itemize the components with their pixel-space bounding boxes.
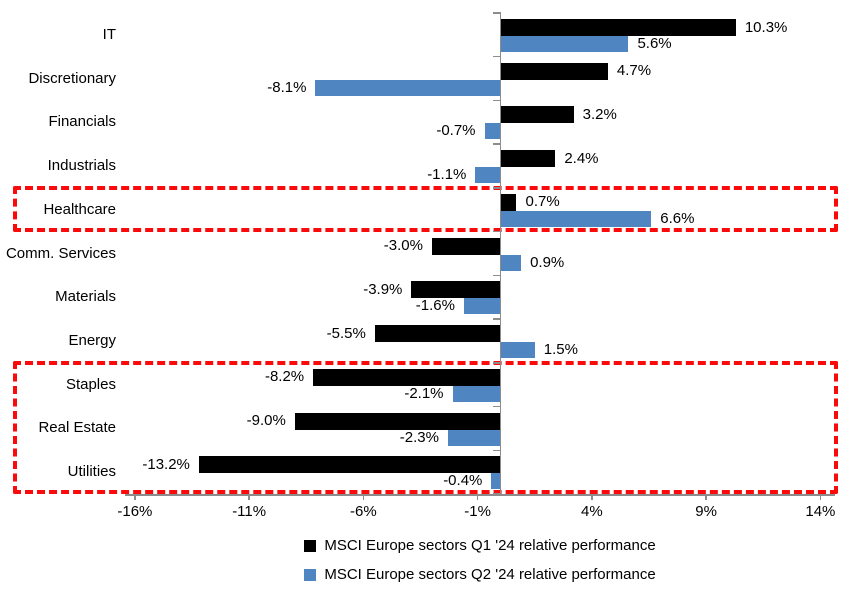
x-axis-tick-label: -1% [464, 503, 491, 520]
bar-q1 [500, 106, 574, 124]
bar-q1 [500, 193, 517, 211]
bar-q1 [500, 150, 556, 168]
value-label: 4.7% [616, 62, 652, 80]
y-axis-line [499, 13, 502, 494]
x-axis-tick [591, 494, 593, 500]
bar-q2 [484, 123, 501, 140]
y-axis-tick [492, 405, 501, 408]
y-axis-tick [492, 318, 501, 320]
value-label: 3.2% [582, 105, 617, 123]
value-label: 0.7% [525, 193, 560, 211]
bar-q1 [313, 368, 501, 386]
category-label: Energy [68, 331, 116, 349]
legend-marker-q2-icon [304, 568, 317, 581]
x-axis-tick [705, 494, 707, 500]
category-label: Financials [48, 113, 116, 131]
x-axis-tick [134, 494, 136, 500]
value-label: 5.6% [637, 35, 672, 52]
y-axis-tick [492, 449, 501, 451]
y-axis-tick [492, 143, 501, 145]
x-axis-tick-label: 9% [695, 503, 717, 520]
category-label: Staples [65, 375, 116, 393]
category-label: Real Estate [38, 419, 116, 437]
bar-q2 [463, 298, 501, 315]
y-axis-tick [492, 12, 501, 14]
value-label: 0.9% [530, 253, 565, 271]
legend-label-q1: MSCI Europe sectors Q1 '24 relative perf… [324, 537, 656, 554]
bar-q2 [447, 429, 501, 446]
value-label: -8.2% [264, 368, 305, 386]
y-axis-tick [492, 362, 501, 364]
y-axis-tick [492, 493, 501, 495]
bar-q1 [500, 62, 608, 80]
category-label: Materials [55, 288, 116, 306]
x-axis-tick [248, 494, 250, 500]
legend-label-q2: MSCI Europe sectors Q2 '24 relative perf… [324, 566, 656, 583]
x-axis-tick [476, 494, 479, 500]
value-label: -13.2% [142, 455, 190, 473]
value-label: -0.4% [443, 472, 483, 490]
category-label: Comm. Services [5, 244, 116, 262]
legend-item-q2: MSCI Europe sectors Q2 '24 relative perf… [125, 560, 835, 589]
value-label: -1.1% [427, 166, 467, 184]
legend-marker-q1-icon [304, 539, 317, 552]
value-label: -3.0% [383, 237, 423, 255]
value-label: -2.1% [404, 384, 444, 402]
value-label: -5.5% [326, 324, 366, 342]
y-axis-tick [492, 230, 501, 233]
bar-q2 [500, 342, 535, 359]
bar-q2 [491, 473, 501, 490]
value-label: -3.9% [363, 280, 403, 298]
category-label: Utilities [67, 463, 116, 481]
bar-q1 [294, 412, 501, 430]
x-axis-tick [362, 494, 365, 500]
x-axis-tick-label: -11% [232, 503, 267, 520]
bar-q2 [452, 385, 501, 402]
legend-item-q1: MSCI Europe sectors Q1 '24 relative perf… [125, 531, 835, 560]
bar-q2 [500, 254, 522, 271]
bar-q1 [374, 325, 501, 343]
x-axis-tick [819, 494, 822, 500]
y-axis-tick [492, 274, 501, 277]
value-label: -8.1% [267, 78, 307, 96]
category-label: Industrials [47, 157, 116, 175]
value-label: 1.5% [543, 341, 578, 359]
value-label: 2.4% [564, 149, 599, 167]
value-label: -2.3% [399, 428, 439, 446]
bar-q2 [475, 167, 501, 184]
bar-q2 [500, 210, 652, 227]
x-axis-tick-label: -16% [117, 503, 153, 520]
bar-q1 [500, 19, 736, 36]
x-axis-line [125, 494, 835, 496]
x-axis-tick-label: 14% [805, 503, 836, 520]
y-axis-tick [492, 56, 501, 58]
value-label: 6.6% [660, 209, 695, 227]
value-label: -1.6% [415, 297, 455, 315]
bar-q1 [198, 456, 501, 474]
x-axis-tick-label: 4% [581, 503, 603, 520]
value-label: -0.7% [436, 122, 476, 140]
y-axis-tick [492, 99, 501, 102]
healthcare-highlight [13, 186, 838, 232]
category-label: IT [102, 25, 116, 43]
category-label: Healthcare [43, 200, 116, 218]
value-label: 10.3% [744, 18, 788, 36]
bar-q2 [315, 79, 501, 96]
bar-q1 [431, 237, 501, 255]
y-axis-tick [492, 187, 501, 189]
value-label: -9.0% [246, 412, 286, 430]
bar-q2 [500, 36, 629, 52]
bar-q1 [411, 281, 501, 299]
x-axis-tick-label: -6% [350, 503, 377, 520]
legend: MSCI Europe sectors Q1 '24 relative perf… [125, 531, 835, 589]
category-label: Discretionary [28, 69, 116, 87]
